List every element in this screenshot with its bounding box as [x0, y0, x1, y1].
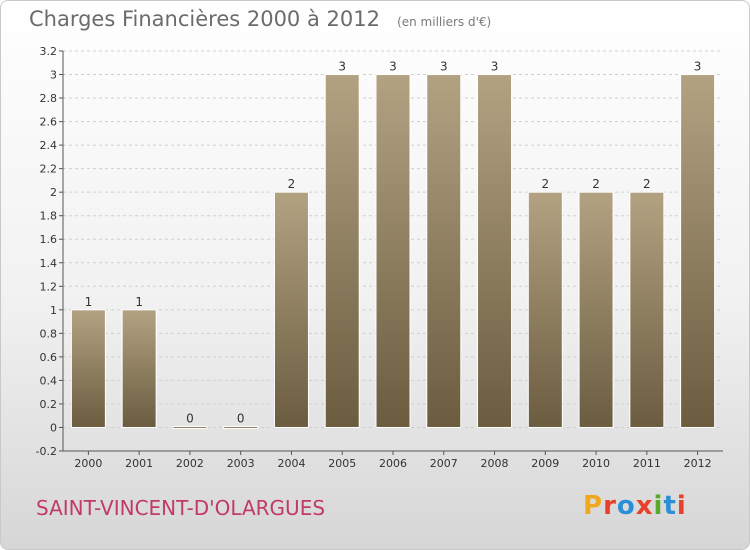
data-label: 2 [643, 177, 651, 191]
logo-letter: i [653, 491, 664, 521]
data-label: 1 [135, 295, 143, 309]
bar [527, 191, 563, 428]
y-tick-label: 0 [50, 421, 57, 434]
x-tick-label: 2012 [684, 457, 712, 470]
x-tick-label: 2011 [633, 457, 661, 470]
data-label: 0 [186, 411, 194, 425]
logo-letter: o [616, 491, 636, 521]
y-tick-label: 0.2 [40, 398, 58, 411]
chart-unit: (en milliers d'€) [397, 15, 492, 29]
bar [121, 309, 157, 428]
logo-letter: i [676, 491, 687, 521]
y-tick-label: 1.4 [40, 257, 58, 270]
bar [629, 191, 665, 428]
x-tick-label: 2002 [176, 457, 204, 470]
chart-title-block: Charges Financières 2000 à 2012 (en mill… [29, 7, 491, 31]
logo-letter: r [603, 491, 617, 521]
y-tick-label: 3 [50, 69, 57, 82]
y-tick-label: 3.2 [40, 45, 58, 58]
data-label: 2 [541, 177, 549, 191]
bar [578, 191, 614, 428]
data-label: 0 [237, 411, 245, 425]
data-label: 3 [491, 60, 499, 74]
y-tick-label: 0.4 [40, 374, 58, 387]
logo-letter: t [663, 491, 677, 521]
y-tick-label: 2.2 [40, 163, 58, 176]
data-label: 3 [440, 60, 448, 74]
data-label: 1 [85, 295, 93, 309]
y-tick-label: 0.8 [40, 327, 58, 340]
bar [477, 74, 513, 428]
y-tick-label: 2.8 [40, 92, 58, 105]
bar [324, 74, 360, 428]
x-tick-label: 2000 [74, 457, 102, 470]
x-tick-label: 2001 [125, 457, 153, 470]
x-tick-label: 2007 [430, 457, 458, 470]
data-label: 3 [338, 60, 346, 74]
y-tick-label: 2.4 [40, 139, 58, 152]
bar [223, 425, 259, 429]
x-tick-label: 2006 [379, 457, 407, 470]
x-tick-label: 2010 [582, 457, 610, 470]
y-tick-label: 1 [50, 304, 57, 317]
y-tick-label: 0.6 [40, 351, 58, 364]
bar [70, 309, 106, 428]
y-tick-label: -0.2 [36, 445, 57, 458]
x-tick-label: 2009 [531, 457, 559, 470]
data-label: 3 [389, 60, 397, 74]
x-tick-label: 2003 [227, 457, 255, 470]
bar [273, 191, 309, 428]
chart-title: Charges Financières 2000 à 2012 [29, 7, 380, 31]
commune-name: SAINT-VINCENT-D'OLARGUES [36, 496, 326, 520]
x-tick-label: 2008 [481, 457, 509, 470]
x-tick-label: 2005 [328, 457, 356, 470]
y-tick-label: 2 [50, 186, 57, 199]
data-label: 2 [592, 177, 600, 191]
y-tick-label: 1.2 [40, 280, 58, 293]
y-tick-label: 2.6 [40, 116, 58, 129]
bar [426, 74, 462, 428]
y-tick-label: 1.8 [40, 210, 58, 223]
bar [375, 74, 411, 428]
y-tick-label: 1.6 [40, 233, 58, 246]
proxiti-logo[interactable]: Proxiti [583, 491, 687, 521]
bar [172, 425, 208, 429]
data-label: 2 [288, 177, 296, 191]
logo-letter: P [583, 491, 604, 521]
bar [680, 74, 716, 428]
logo-letter: x [635, 491, 654, 521]
data-label: 3 [694, 60, 702, 74]
x-tick-label: 2004 [277, 457, 305, 470]
